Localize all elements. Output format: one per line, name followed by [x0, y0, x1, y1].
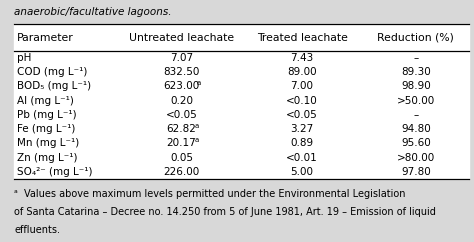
- Text: >80.00: >80.00: [397, 153, 435, 163]
- Text: <0.05: <0.05: [286, 110, 318, 120]
- Text: –: –: [413, 53, 419, 63]
- Text: 97.80: 97.80: [401, 167, 431, 177]
- Text: –: –: [413, 110, 419, 120]
- Text: <0.05: <0.05: [165, 110, 197, 120]
- Text: Untreated leachate: Untreated leachate: [129, 32, 234, 43]
- Text: COD (mg L⁻¹): COD (mg L⁻¹): [17, 67, 87, 77]
- Text: 7.00: 7.00: [291, 82, 313, 91]
- Text: Reduction (%): Reduction (%): [377, 32, 454, 43]
- Text: 5.00: 5.00: [291, 167, 313, 177]
- Text: Al (mg L⁻¹): Al (mg L⁻¹): [17, 96, 73, 106]
- Text: 89.00: 89.00: [287, 67, 317, 77]
- Text: a: a: [196, 80, 201, 86]
- Text: 832.50: 832.50: [163, 67, 200, 77]
- Text: 62.82: 62.82: [166, 124, 196, 134]
- Text: <0.01: <0.01: [286, 153, 318, 163]
- Text: Pb (mg L⁻¹): Pb (mg L⁻¹): [17, 110, 76, 120]
- Text: 20.17: 20.17: [166, 138, 196, 148]
- Text: Treated leachate: Treated leachate: [256, 32, 347, 43]
- Text: of Santa Catarina – Decree no. 14.250 from 5 of June 1981, Art. 19 – Emission of: of Santa Catarina – Decree no. 14.250 fr…: [14, 207, 436, 217]
- Text: anaerobic/facultative lagoons.: anaerobic/facultative lagoons.: [14, 7, 172, 17]
- Text: SO₄²⁻ (mg L⁻¹): SO₄²⁻ (mg L⁻¹): [17, 167, 92, 177]
- Text: 623.00: 623.00: [164, 82, 200, 91]
- Text: 98.90: 98.90: [401, 82, 431, 91]
- Text: Fe (mg L⁻¹): Fe (mg L⁻¹): [17, 124, 75, 134]
- Text: >50.00: >50.00: [397, 96, 435, 106]
- Text: 95.60: 95.60: [401, 138, 431, 148]
- Text: 0.20: 0.20: [170, 96, 193, 106]
- Text: 0.05: 0.05: [170, 153, 193, 163]
- Text: a: a: [194, 137, 199, 143]
- Text: a: a: [194, 123, 199, 129]
- Text: Parameter: Parameter: [17, 32, 73, 43]
- Text: Zn (mg L⁻¹): Zn (mg L⁻¹): [17, 153, 77, 163]
- Text: BOD₅ (mg L⁻¹): BOD₅ (mg L⁻¹): [17, 82, 91, 91]
- Text: effluents.: effluents.: [14, 225, 60, 235]
- Text: 3.27: 3.27: [291, 124, 314, 134]
- Text: 89.30: 89.30: [401, 67, 431, 77]
- Text: <0.10: <0.10: [286, 96, 318, 106]
- Text: 94.80: 94.80: [401, 124, 431, 134]
- Text: 226.00: 226.00: [164, 167, 200, 177]
- Text: Mn (mg L⁻¹): Mn (mg L⁻¹): [17, 138, 79, 148]
- Text: pH: pH: [17, 53, 31, 63]
- Text: ᵃ  Values above maximum levels permitted under the Environmental Legislation: ᵃ Values above maximum levels permitted …: [14, 189, 406, 199]
- Text: 7.43: 7.43: [291, 53, 314, 63]
- Text: 0.89: 0.89: [291, 138, 314, 148]
- Text: 7.07: 7.07: [170, 53, 193, 63]
